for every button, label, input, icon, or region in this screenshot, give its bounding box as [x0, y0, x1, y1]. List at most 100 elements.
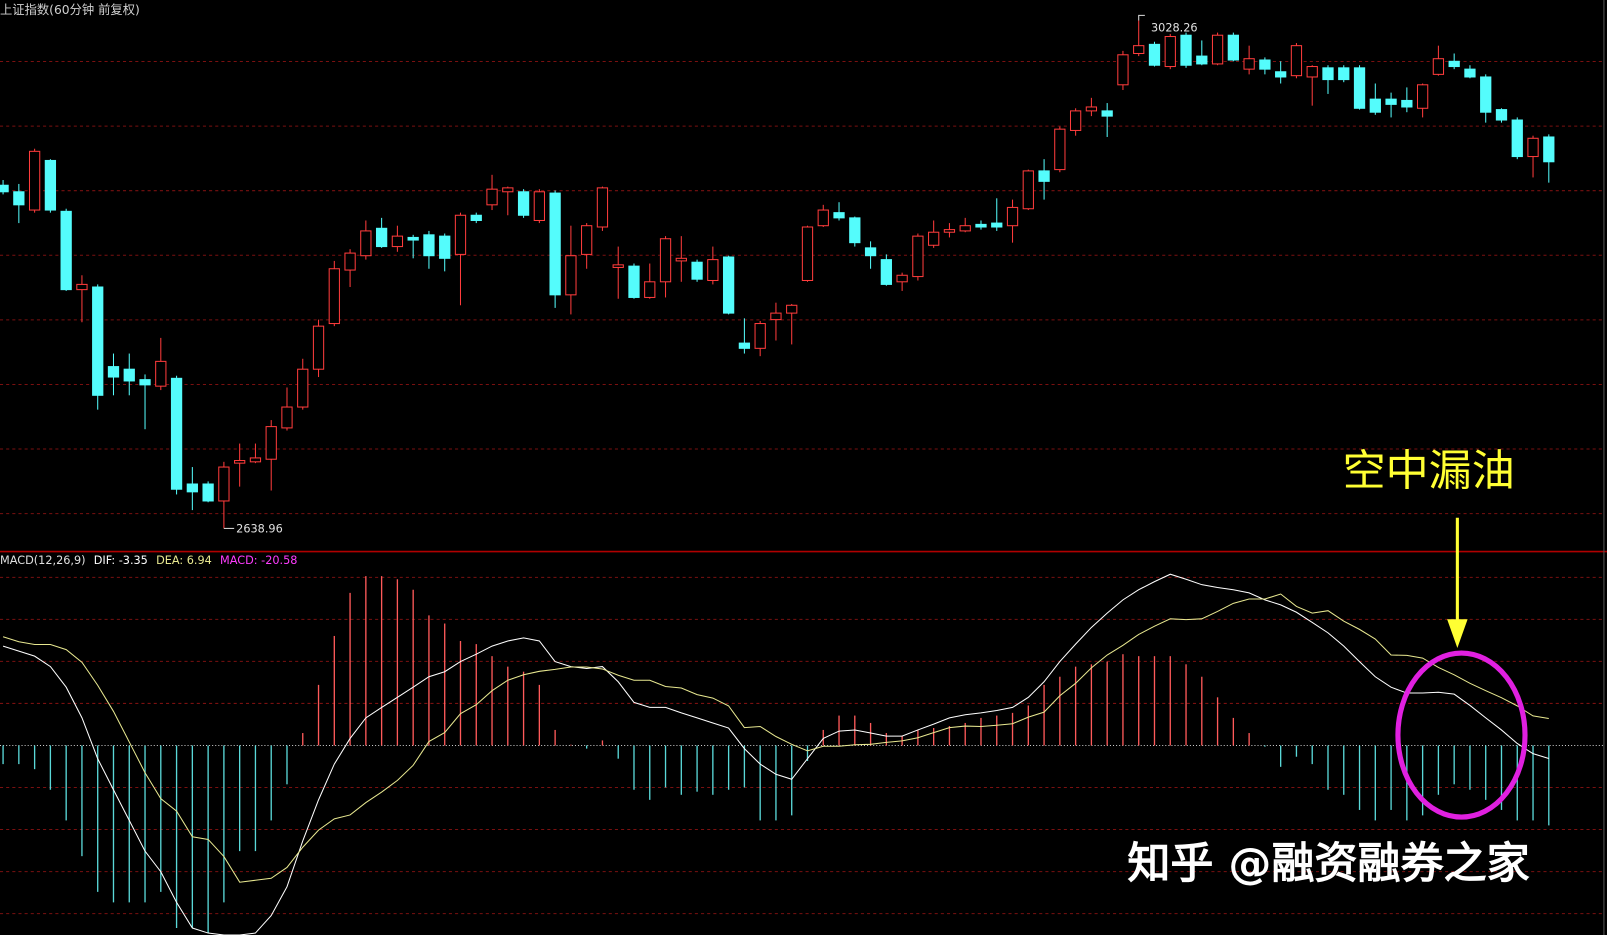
candle-down — [1401, 99, 1413, 108]
candle-down — [1511, 119, 1523, 158]
annotation: 空中漏油 — [1343, 447, 1515, 497]
candle-down — [833, 212, 845, 219]
candle-up — [502, 187, 514, 193]
candle-up — [249, 457, 262, 463]
candle-down — [738, 342, 751, 349]
candle-up — [1085, 106, 1098, 112]
candle-up — [454, 214, 467, 255]
candle-down — [470, 214, 482, 221]
candle-up — [1306, 66, 1318, 78]
candle-up — [1006, 206, 1019, 227]
candle-up — [928, 231, 940, 246]
candle-down — [722, 256, 735, 314]
candle-down — [60, 210, 72, 291]
candle-down — [1448, 60, 1460, 68]
candle-down — [407, 236, 419, 241]
candle-down — [628, 265, 640, 298]
candle-down — [1338, 67, 1350, 81]
candle-down — [1227, 34, 1239, 61]
candle-up — [1432, 58, 1445, 75]
candle-up — [1527, 137, 1539, 158]
candle-up — [581, 225, 593, 255]
candle-up — [218, 466, 230, 502]
legend-entry: DIF: -3.35 — [94, 554, 148, 567]
chart-title: 上证指数(60分钟 前复权) — [0, 2, 140, 17]
candle-down — [517, 191, 530, 216]
indicator-line — [2, 573, 1549, 935]
candle-down — [1385, 98, 1397, 105]
candle-down — [1353, 67, 1366, 109]
candle-up — [565, 255, 577, 296]
candle-up — [754, 323, 766, 349]
annotation-arrowhead — [1447, 619, 1468, 648]
candle-up — [486, 188, 498, 206]
candle-up — [1022, 170, 1034, 210]
legend-entry: DEA: 6.94 — [156, 554, 212, 567]
candle-up — [770, 312, 782, 321]
candle-up — [312, 325, 325, 370]
candle-up — [28, 150, 41, 211]
low-label: 2638.96 — [236, 522, 283, 535]
candle-down — [1322, 67, 1334, 81]
candle-down — [1480, 76, 1492, 113]
candle-down — [107, 366, 120, 378]
candle-up — [644, 281, 656, 298]
candle-up — [533, 191, 545, 221]
candle-down — [1543, 136, 1555, 163]
candle-up — [1164, 36, 1176, 68]
candle-down — [1101, 110, 1113, 117]
candle-up — [896, 274, 908, 283]
high-label: 3028.26 — [1151, 22, 1198, 35]
candle-up — [612, 264, 624, 268]
candle-down — [880, 259, 892, 285]
indicator-line — [2, 593, 1549, 883]
candle-down — [691, 261, 703, 280]
candle-up — [344, 252, 356, 271]
marker — [1138, 14, 1145, 21]
candle-down — [202, 483, 214, 502]
candle-down — [170, 377, 183, 490]
candle-down — [1275, 71, 1287, 78]
legend-entry: MACD: -20.58 — [220, 554, 297, 567]
candle-down — [864, 247, 877, 257]
candle-up — [234, 460, 246, 464]
candle-up — [391, 235, 404, 248]
candle-up — [817, 209, 829, 227]
candle-up — [155, 360, 167, 387]
candle-up — [675, 257, 687, 262]
candle-down — [849, 217, 861, 244]
candle-up — [786, 304, 798, 314]
candle-up — [1243, 58, 1255, 70]
macd-panel: MACD(12,26,9) DIF: -3.35 DEA: 6.94 MACD: -2… — [0, 554, 1604, 935]
candle-down — [92, 286, 104, 396]
candle-down — [439, 235, 451, 259]
candle-down — [375, 227, 388, 248]
candle-up — [1211, 34, 1224, 65]
highlight-circle — [1395, 650, 1528, 820]
candle-up — [297, 368, 309, 408]
candle-up — [801, 226, 814, 282]
candle-down — [123, 368, 135, 382]
candle-up — [281, 406, 293, 429]
candle-down — [991, 222, 1003, 228]
candle-down — [186, 483, 198, 493]
watermark: 知乎 @融资融券之家 — [1127, 839, 1529, 889]
price-panel: 3028.26 2638.96 — [0, 14, 1555, 535]
candle-down — [139, 379, 151, 386]
candle-down — [975, 223, 987, 228]
candle-up — [1054, 128, 1066, 171]
indicator-title: MACD(12,26,9) — [0, 554, 86, 567]
candle-up — [1069, 110, 1082, 131]
candle-down — [1148, 43, 1161, 66]
candle-up — [959, 225, 971, 232]
candle-down — [0, 184, 9, 193]
candle-down — [1038, 170, 1050, 182]
candle-down — [549, 192, 561, 296]
candle-up — [707, 259, 719, 282]
candle-up — [943, 229, 956, 233]
candle-down — [44, 159, 57, 211]
candle-up — [1416, 84, 1429, 109]
